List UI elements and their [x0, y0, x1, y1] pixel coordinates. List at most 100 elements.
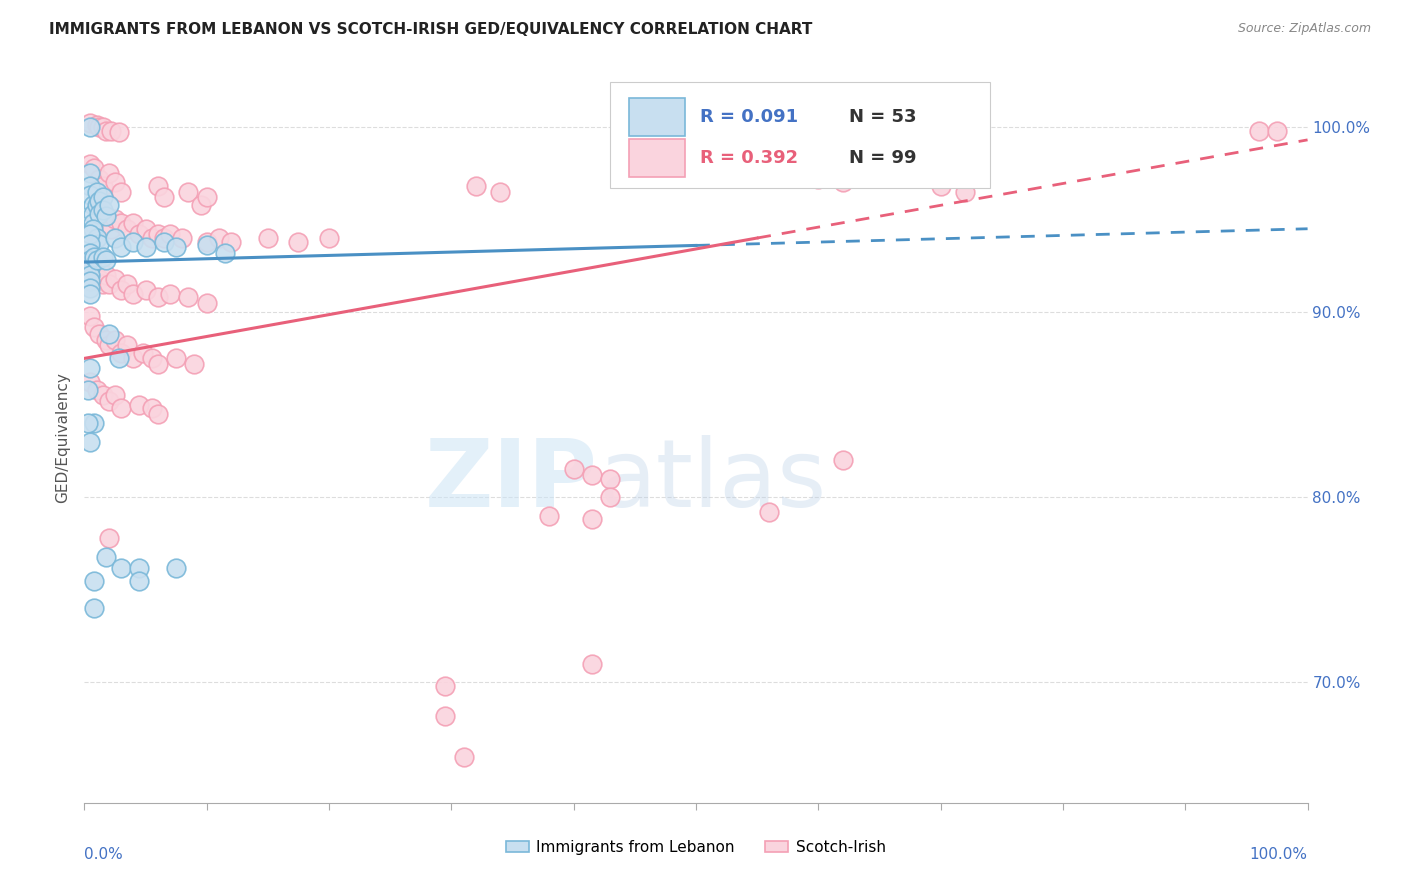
Point [79, 116, 101, 130]
Point [79, 360, 101, 375]
Point [91, 388, 114, 402]
Point [83, 250, 105, 264]
Point [79, 188, 101, 202]
Point [82, 197, 104, 211]
Point [107, 126, 129, 140]
Text: ZIP: ZIP [425, 435, 598, 527]
Point [86, 185, 108, 199]
Point [91, 250, 114, 264]
Point [91, 179, 114, 194]
Point [82, 221, 104, 235]
Point [79, 260, 101, 275]
Point [79, 309, 101, 323]
Point [83, 601, 105, 615]
Point [581, 512, 603, 526]
Point [195, 295, 218, 310]
Point [128, 574, 150, 588]
Point [159, 286, 181, 301]
Point [87, 120, 110, 134]
Point [318, 231, 340, 245]
Point [146, 357, 169, 371]
Point [128, 398, 150, 412]
Point [91, 190, 114, 204]
Point [96, 333, 118, 347]
Point [100, 221, 122, 235]
Point [135, 283, 157, 297]
Point [82, 216, 104, 230]
Point [83, 416, 105, 430]
Point [165, 240, 187, 254]
Point [104, 388, 127, 402]
Point [87, 194, 110, 208]
Point [1265, 123, 1288, 137]
Point [97, 166, 120, 180]
Point [135, 240, 157, 254]
Point [219, 235, 242, 249]
Point [146, 290, 169, 304]
Point [195, 190, 218, 204]
Point [97, 277, 120, 292]
Point [434, 679, 457, 693]
Point [831, 453, 853, 467]
Point [79, 268, 101, 282]
Point [599, 472, 621, 486]
Point [110, 185, 132, 199]
Text: 0.0%: 0.0% [84, 847, 124, 862]
Point [97, 394, 120, 409]
Point [86, 231, 108, 245]
Point [581, 657, 603, 671]
Point [107, 351, 129, 366]
Point [82, 207, 104, 221]
Point [195, 238, 218, 252]
Point [287, 235, 309, 249]
Point [562, 462, 585, 476]
Point [87, 236, 110, 251]
Point [115, 277, 138, 292]
Point [86, 253, 108, 268]
Point [87, 207, 110, 221]
Point [581, 468, 603, 483]
Point [183, 357, 205, 371]
Text: Source: ZipAtlas.com: Source: ZipAtlas.com [1237, 22, 1371, 36]
Point [77, 383, 100, 397]
Text: N = 53: N = 53 [849, 109, 917, 127]
Point [83, 264, 105, 278]
Point [96, 253, 118, 268]
Point [146, 179, 169, 194]
Point [122, 351, 145, 366]
Point [104, 272, 127, 286]
Point [190, 197, 212, 211]
Point [79, 166, 101, 180]
Point [83, 319, 105, 334]
Point [434, 708, 457, 723]
Point [79, 120, 101, 134]
Y-axis label: GED/Equivalency: GED/Equivalency [55, 372, 70, 502]
Point [104, 333, 127, 347]
Point [104, 231, 127, 245]
Point [153, 235, 176, 249]
Point [77, 416, 100, 430]
Text: atlas: atlas [598, 435, 827, 527]
FancyBboxPatch shape [610, 82, 990, 188]
Point [122, 235, 145, 249]
Point [79, 376, 101, 390]
Point [208, 231, 231, 245]
Point [91, 209, 114, 223]
Point [79, 179, 101, 194]
Point [489, 185, 512, 199]
Point [807, 171, 830, 186]
Point [87, 327, 110, 342]
Point [214, 245, 236, 260]
Point [79, 227, 101, 242]
Text: R = 0.392: R = 0.392 [700, 149, 797, 168]
Point [929, 179, 952, 194]
Point [104, 176, 127, 190]
Point [87, 272, 110, 286]
Point [96, 123, 118, 137]
Point [79, 253, 101, 268]
Point [177, 185, 200, 199]
Point [165, 560, 187, 574]
Text: N = 99: N = 99 [849, 149, 917, 168]
Point [79, 245, 101, 260]
Point [257, 231, 280, 245]
